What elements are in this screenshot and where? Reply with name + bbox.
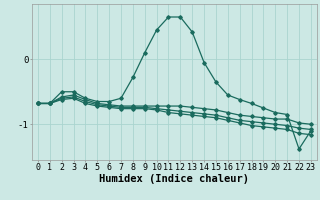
- X-axis label: Humidex (Indice chaleur): Humidex (Indice chaleur): [100, 174, 249, 184]
